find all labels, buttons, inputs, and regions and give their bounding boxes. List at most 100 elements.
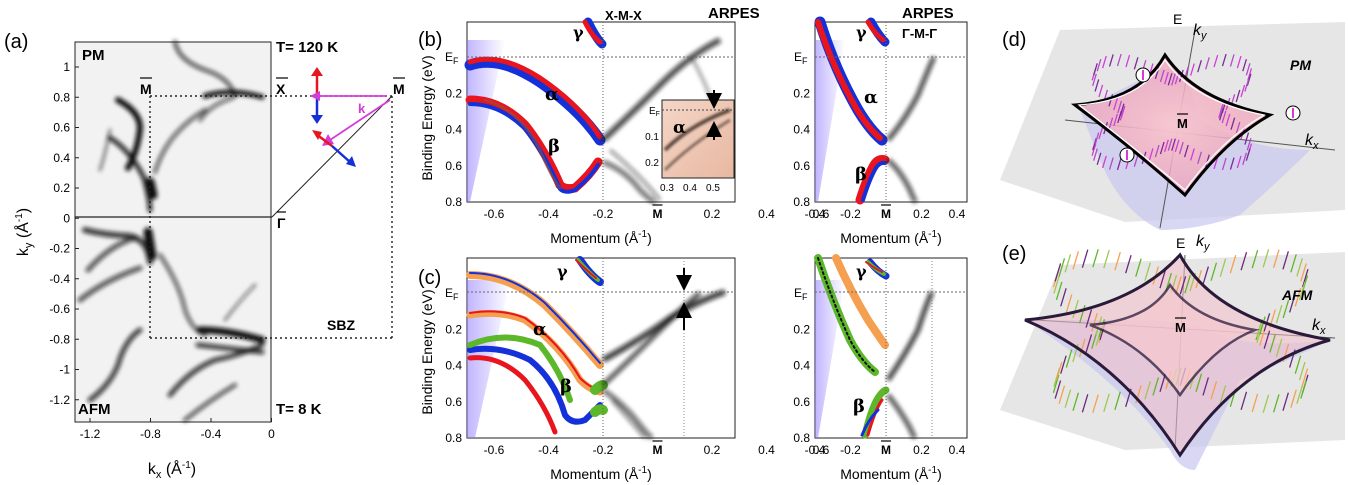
spin-arrow: [1072, 251, 1080, 270]
panel-b-xlabel-right: Momentum (Å-1): [840, 229, 942, 246]
spin-arrow: [1096, 152, 1102, 166]
panel-a-x-ticks: -1.2 -0.8 -0.4 0: [80, 418, 275, 441]
energy-tick: 0.2: [445, 86, 462, 100]
afm-inner-pocket: [1089, 282, 1260, 398]
energy-tick: 0.8: [793, 431, 810, 445]
spin-arrow: [1085, 334, 1093, 353]
momentum-tick: M: [653, 443, 663, 457]
spin-arrow: [1103, 393, 1110, 412]
panel-a: (a): [4, 31, 405, 481]
pm-circled-spins: [1119, 67, 1301, 163]
spin-arrow: [1058, 385, 1066, 404]
spin-arrow: [1236, 55, 1242, 69]
momentum-tick: 0.2: [704, 443, 721, 457]
panel-b-label: (b): [418, 29, 442, 51]
momentum-tick: -0.2: [593, 443, 614, 457]
spin-arrow: [1210, 262, 1218, 281]
panel-a-label: (a): [4, 31, 28, 53]
spin-arrow: [1219, 258, 1227, 277]
energy-tick: 0.8: [793, 195, 810, 209]
spin-arrow: [1133, 154, 1139, 167]
spin-arrow: [1235, 89, 1241, 103]
spin-arrow: [1219, 385, 1227, 404]
gamma-m-line: [271, 95, 393, 218]
inset-ytick: 0.2: [645, 158, 659, 169]
spin-arrow: [1159, 141, 1165, 155]
spin-arrow: [1300, 380, 1307, 399]
spin-arrow: [1195, 373, 1203, 393]
spin-arrow: [1133, 57, 1139, 70]
spin-arrow: [1085, 309, 1093, 328]
band-alpha-c-left: α: [533, 319, 547, 340]
panel-c-right-bands: [814, 254, 890, 439]
ef-label: EF: [445, 50, 459, 66]
panel-a-ytick: -0.8: [49, 332, 70, 346]
band-gamma-c-left: γ: [557, 262, 568, 281]
panel-b-ylabel: Binding Energy (eV): [419, 55, 435, 180]
spin-arrow: [1108, 117, 1114, 130]
spin-arrow: [1144, 381, 1151, 400]
momentum-tick: M: [881, 207, 891, 221]
spin-arrow: [1065, 349, 1073, 368]
panel-b-inset: α EF 0.1 0.2 0.3 0.4 0.5: [645, 90, 735, 194]
panel-a-ytick: 1: [63, 60, 70, 74]
spin-arrow: [1275, 338, 1283, 358]
afm-m-point: M: [1175, 320, 1186, 335]
spin-arrow: [1120, 105, 1126, 119]
spin-arrow: [1221, 110, 1227, 124]
band-alpha-b-left: α: [545, 84, 559, 105]
spin-arrow: [1251, 393, 1259, 412]
momentum-tick: -0.2: [593, 207, 614, 221]
spin-arrow: [1055, 281, 1063, 301]
spin-arrow: [1113, 97, 1119, 111]
spin-arrow: [1144, 262, 1151, 281]
momentum-tick: -0.2: [840, 443, 861, 457]
spin-arrow: [1098, 84, 1104, 98]
spin-arrow: [1236, 155, 1242, 169]
panel-a-ytick: 0: [63, 211, 70, 225]
temperature-high: T= 120 K: [276, 39, 338, 56]
spin-arrow: [1064, 389, 1072, 408]
inset-xtick: 0.3: [660, 183, 674, 194]
spin-arrow: [1096, 58, 1102, 72]
spin-arrow: [1247, 68, 1253, 81]
sbz-label: SBZ: [327, 317, 355, 333]
spin-arrow: [1116, 157, 1122, 171]
panel-b-left-bands: [464, 17, 607, 194]
spin-arrow: [1275, 304, 1283, 324]
spin-arrow: [1289, 294, 1296, 313]
energy-tick: 0.2: [445, 322, 462, 336]
momentum-tick: -0.4: [538, 207, 559, 221]
afm-spin-texture: [1052, 249, 1309, 413]
panel-c-ylabel: Binding Energy (eV): [419, 289, 435, 414]
ef-label: EF: [445, 286, 459, 302]
panel-b-right-bands: [814, 16, 890, 205]
spin-arrow: [1135, 258, 1142, 277]
panel-b-xlabel-left: Momentum (Å-1): [550, 229, 652, 246]
band-beta-b-left: β: [548, 136, 560, 157]
panel-d: (d) E ky kx M PM: [1000, 11, 1345, 230]
panel-a-ytick: 0.8: [53, 90, 70, 104]
spin-arrow: [1098, 126, 1104, 140]
spin-arrow: [1092, 394, 1099, 413]
panel-c-ticks: EF EF0.2 0.20.4 0.40.6 0.60.8 0.8-0.6 -0.4 -0.2…: [445, 286, 966, 457]
spin-arrow: [1240, 252, 1248, 271]
pm-tag: PM: [1290, 57, 1311, 73]
spin-arrow: [1190, 63, 1195, 76]
energy-tick: 0.4: [445, 359, 462, 373]
panel-a-y-ticks: 1 0.8 0.6 0.4 0.2 0 -0.2 -0.4 -0.6 -0.8 -1 -1.2: [49, 60, 79, 407]
spin-arrow: [1179, 276, 1187, 295]
panel-a-ytick: -1.2: [49, 393, 70, 407]
spin-arrow: [1242, 58, 1248, 72]
panel-c-left-arpes: [601, 289, 726, 440]
momentum-tick: -0.6: [484, 207, 505, 221]
afm-label: AFM: [78, 401, 111, 418]
spin-arrow: [1229, 157, 1235, 170]
band-beta-c-right: β: [853, 396, 865, 417]
spin-arrow: [1229, 254, 1237, 274]
panel-a-ytick: 0.2: [53, 181, 70, 195]
panel-b: (b) ARPES ARPES X-M-X γ α β: [418, 5, 968, 246]
panel-a-ytick: -1: [59, 363, 70, 377]
momentum-tick: -0.4: [538, 443, 559, 457]
arpes-label-1: ARPES: [708, 5, 760, 22]
